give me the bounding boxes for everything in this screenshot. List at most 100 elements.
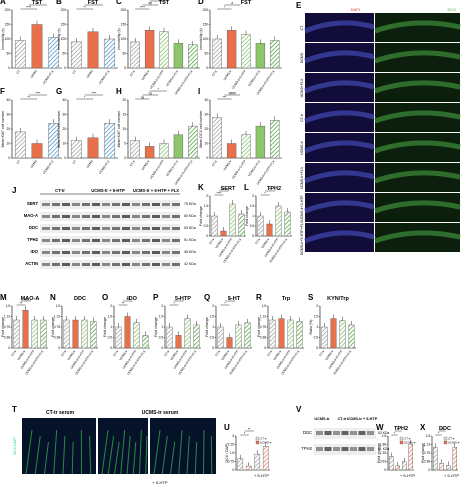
y-tick-label: 0	[212, 346, 214, 350]
blot-band	[62, 251, 70, 254]
bar	[409, 444, 413, 470]
bar	[238, 459, 243, 470]
y-tick-label: 40	[6, 98, 10, 102]
panel-letter: C	[116, 0, 122, 6]
bar	[131, 141, 140, 158]
panel-title: FST	[241, 0, 252, 6]
bar	[402, 462, 406, 470]
panel-letter: J	[12, 186, 16, 195]
y-tick-label: 50	[122, 52, 126, 56]
blot-column-label: CT-tr	[338, 417, 347, 421]
panel-title: 5-HTP	[175, 296, 191, 302]
y-tick-label: 0	[110, 346, 112, 350]
y-tick-label: 2	[316, 304, 318, 308]
bar	[230, 204, 236, 236]
blot-band	[342, 431, 349, 435]
bar	[143, 335, 149, 348]
blot-band	[172, 251, 180, 254]
bar	[349, 325, 355, 348]
y-tick-label: 1.5	[262, 304, 267, 308]
y-tick-label: 1.5	[314, 315, 319, 319]
bar	[270, 120, 279, 158]
chart-u: 00.751.52.253***	[228, 428, 270, 473]
panel-letter: P	[153, 293, 159, 302]
blot-band	[62, 215, 70, 218]
y-tick-label: 50	[204, 52, 208, 56]
legend-swatch	[256, 437, 259, 440]
blot-kda-label: 42 KDa	[184, 262, 196, 266]
y-tick-label: 1	[252, 214, 254, 218]
blot-band	[132, 239, 140, 242]
blot-band	[122, 263, 130, 266]
blot-band	[122, 239, 130, 242]
panel-letter: T	[12, 405, 17, 414]
blot-band-label: TPH2	[301, 446, 312, 451]
panel-letter: L	[244, 183, 249, 192]
y-tick-label: 1.5	[159, 315, 164, 319]
blot-band	[112, 227, 120, 230]
bar	[105, 39, 115, 68]
bar	[32, 144, 42, 159]
blot-band	[112, 203, 120, 206]
blot-band	[62, 203, 70, 206]
bar	[227, 30, 236, 68]
x-tick-label: CT	[72, 69, 78, 75]
y-tick-label: 100	[61, 37, 67, 41]
bar	[23, 310, 29, 348]
legend-swatch	[444, 441, 447, 444]
bar	[242, 35, 251, 68]
y-tick-label: 0	[316, 346, 318, 350]
blot-kda-label: 53 KDa	[184, 226, 196, 230]
bar	[263, 446, 268, 470]
bar	[91, 321, 97, 348]
blot-band	[333, 431, 340, 435]
panel-title: TST	[32, 0, 43, 6]
y-tick-label: 1.5	[204, 204, 209, 208]
bar	[71, 42, 81, 68]
y-tick-label: 0	[124, 66, 126, 70]
sig-label: ####	[229, 92, 236, 96]
y-tick-label: 10	[6, 142, 10, 146]
y-tick-label: 150	[203, 23, 209, 27]
bar	[64, 320, 70, 348]
bar	[134, 323, 140, 348]
blot-band	[92, 203, 100, 206]
blot-band	[132, 203, 140, 206]
y-tick-label: 0	[64, 66, 66, 70]
y-axis-label: Ratio (%)	[309, 320, 313, 335]
y-tick-label: 200	[203, 8, 209, 12]
x-tick-label: CT-tr	[266, 349, 273, 357]
blot-band	[42, 251, 50, 254]
sig-label: ****	[26, 6, 32, 10]
y-tick-label: 30	[6, 113, 10, 117]
sig-label: ****	[140, 6, 146, 10]
y-tick-label: 150	[5, 23, 11, 27]
bar	[32, 320, 38, 348]
blot-band	[132, 215, 140, 218]
y-axis-label: Immobility (s)	[117, 28, 121, 49]
y-tick-label: 20	[62, 127, 66, 131]
x-tick-label: CT-tr	[112, 349, 119, 357]
y-tick-label: 0	[384, 468, 386, 472]
panel-letter: I	[198, 87, 200, 96]
blot-band	[72, 239, 80, 242]
row-label: UCMS-tr+FLX	[300, 166, 304, 189]
blot-band	[112, 215, 120, 218]
y-tick-label: 2	[206, 194, 208, 198]
blot-band	[92, 215, 100, 218]
y-tick-label: 30	[204, 113, 208, 117]
y-tick-label: 0.5	[108, 336, 113, 340]
legend-label: UCMS-tr	[260, 441, 272, 445]
y-tick-label: 20	[122, 98, 126, 102]
x-tick-label: CT-tr	[211, 69, 218, 77]
x-tick-label: CT-tr	[129, 69, 136, 77]
blot-band	[132, 251, 140, 254]
x-tick-label: CT-tr	[10, 349, 17, 357]
